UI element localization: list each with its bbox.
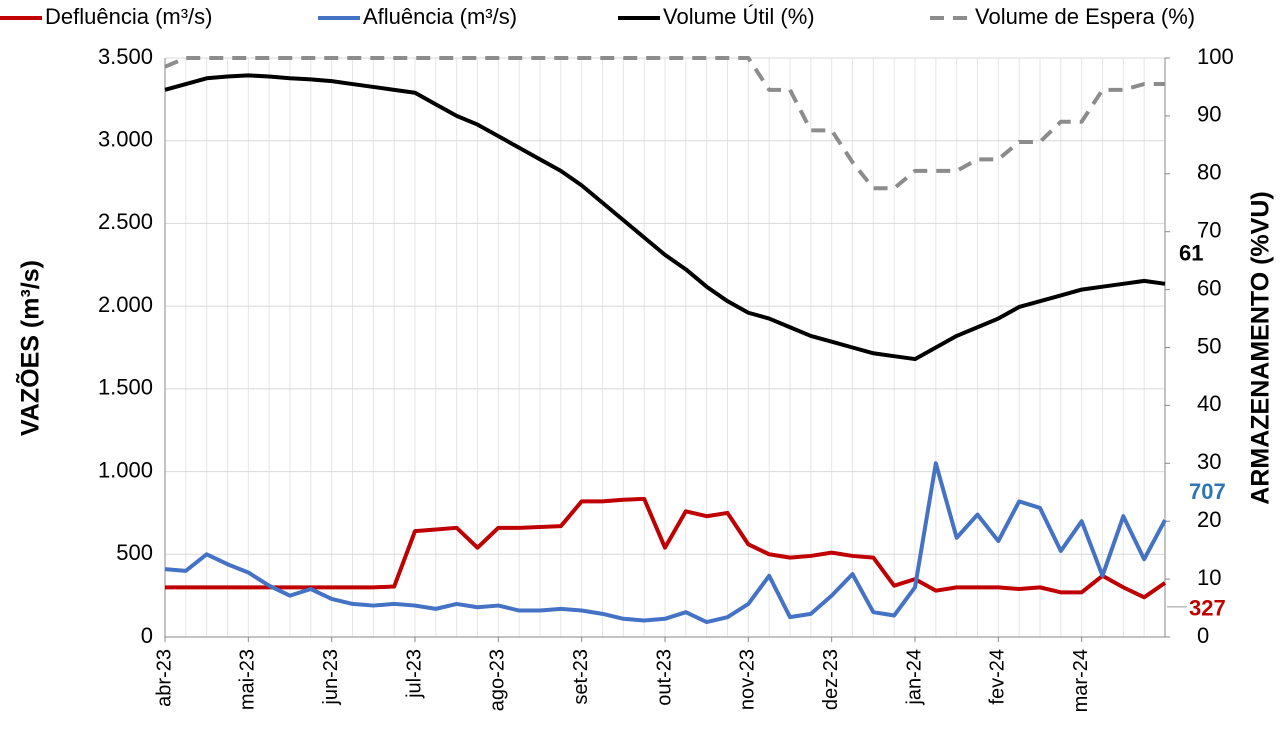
y2-tick-label: 100	[1197, 44, 1234, 69]
x-tick-label: mar-24	[1070, 649, 1092, 712]
series-line	[164, 73, 1166, 362]
legend-label: Defluência (m³/s)	[45, 4, 212, 29]
legend-label: Volume de Espera (%)	[975, 4, 1195, 29]
y2-tick-label: 80	[1197, 160, 1221, 185]
legend-label: Afluência (m³/s)	[363, 4, 517, 29]
x-tick-label: jul-23	[403, 649, 425, 699]
end-value-label: 327	[1189, 596, 1226, 621]
y2-tick-label: 20	[1197, 507, 1221, 532]
x-tick-label: dez-23	[820, 649, 842, 710]
y2-tick-label: 90	[1197, 102, 1221, 127]
y-tick-label: 1.000	[98, 457, 153, 482]
series-line	[165, 496, 1167, 600]
y2-tick-label: 60	[1197, 275, 1221, 300]
series-line	[164, 56, 1165, 191]
x-tick-label: mai-23	[237, 649, 259, 710]
x-tick-label: jan-24	[903, 649, 925, 706]
x-tick-label: nov-23	[737, 649, 759, 710]
x-tick-label: jun-23	[320, 649, 342, 706]
y2-tick-label: 10	[1197, 565, 1221, 590]
y2-tick-label: 70	[1197, 218, 1221, 243]
y-tick-label: 3.500	[98, 44, 153, 69]
y2-tick-label: 30	[1197, 449, 1221, 474]
series-line	[164, 461, 1167, 625]
y-axis-title: VAZÕES (m³/s)	[15, 260, 45, 436]
y-tick-label: 2.500	[98, 209, 153, 234]
x-tick-label: ago-23	[487, 649, 509, 711]
y-tick-label: 2.000	[98, 292, 153, 317]
x-tick-label: set-23	[570, 649, 592, 705]
y-tick-label: 0	[141, 623, 153, 648]
y2-axis-title: ARMAZENAMENTO (%VU)	[1247, 191, 1275, 504]
y2-tick-label: 0	[1197, 623, 1209, 648]
end-value-label: 61	[1179, 241, 1203, 266]
x-tick-label: out-23	[653, 649, 675, 706]
y-tick-label: 500	[116, 540, 153, 565]
end-value-label: 707	[1189, 479, 1226, 504]
y-tick-label: 3.000	[98, 127, 153, 152]
legend-label: Volume Útil (%)	[663, 4, 815, 29]
x-tick-label: abr-23	[153, 649, 175, 707]
x-tick-label: fev-24	[987, 649, 1009, 705]
y-tick-label: 1.500	[98, 375, 153, 400]
y2-tick-label: 50	[1197, 333, 1221, 358]
y2-tick-label: 40	[1197, 391, 1221, 416]
